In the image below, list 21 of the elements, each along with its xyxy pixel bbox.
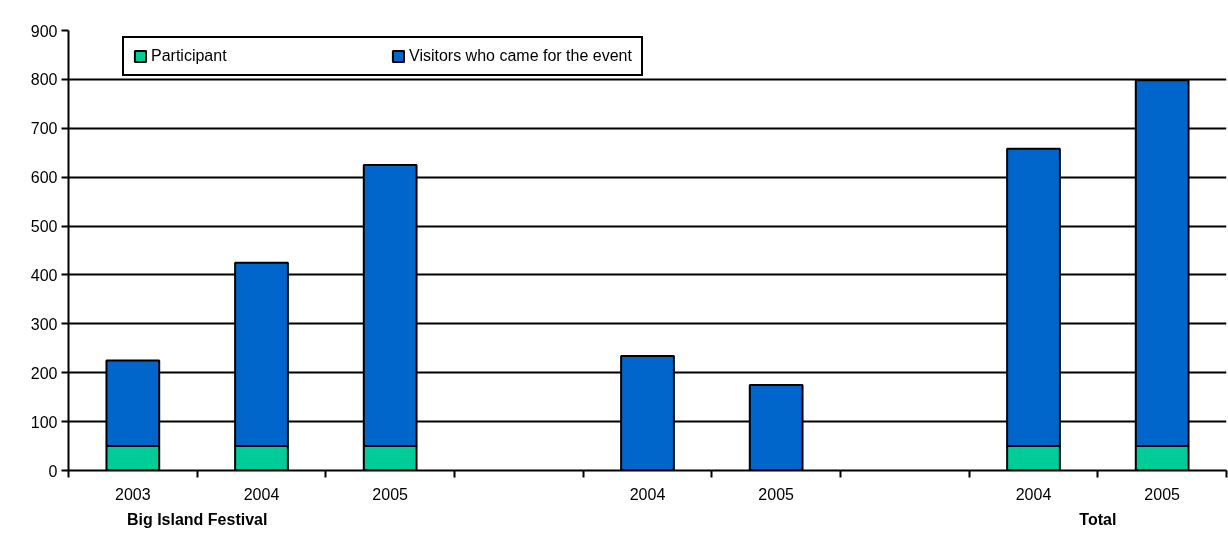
x-tick-label: 2005 [1144, 485, 1181, 503]
y-tick-label: 0 [48, 462, 58, 480]
y-tick-label: 700 [30, 120, 58, 138]
y-tick-label: 800 [30, 71, 58, 89]
y-tick-label: 600 [30, 169, 58, 187]
y-tick-label: 400 [30, 266, 58, 284]
x-tick-label: 2004 [243, 485, 280, 503]
text: Total [1079, 510, 1117, 528]
y-tick-label: 900 [30, 22, 58, 40]
y-tick-label: 500 [30, 218, 58, 236]
x-tick-label: 2005 [372, 485, 409, 503]
y-tick-label: 300 [30, 315, 58, 333]
legend-label: Participant [151, 47, 228, 65]
text: Big Island Festival [126, 510, 268, 528]
x-tick-label: 2003 [115, 485, 151, 503]
y-tick-label: 200 [30, 364, 58, 382]
x-tick-label: 2004 [1015, 485, 1052, 503]
y-tick-label: 100 [30, 413, 58, 431]
legend-label: Visitors who came for the event [409, 47, 632, 65]
x-tick-label: 2004 [629, 485, 666, 503]
x-tick-label: 2005 [758, 485, 795, 503]
